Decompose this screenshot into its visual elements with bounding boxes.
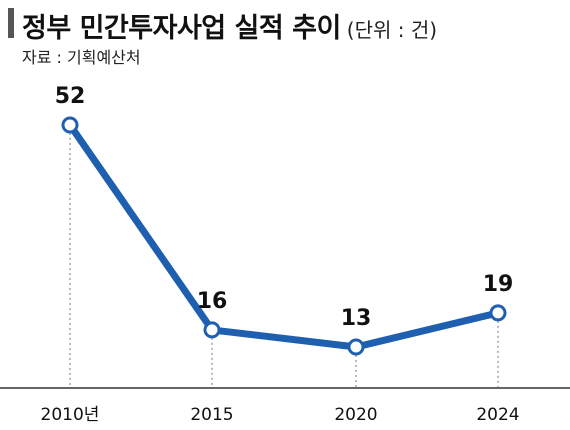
- unit-label: (단위 : 건): [346, 18, 438, 42]
- x-tick-label-2: 2020: [334, 405, 377, 425]
- title-block: 정부 민간투자사업 실적 추이 (단위 : 건): [22, 6, 437, 45]
- data-point-1: [203, 321, 221, 339]
- data-point-2: [347, 338, 365, 356]
- data-point-0: [61, 116, 79, 134]
- chart-title: 정부 민간투자사업 실적 추이: [22, 13, 341, 44]
- x-tick-label-1: 2015: [190, 405, 233, 425]
- title-accent-bar: [8, 8, 14, 38]
- data-label-2: 13: [341, 306, 372, 331]
- source-label: 자료 : 기획예산처: [22, 48, 141, 67]
- data-label-3: 19: [483, 272, 514, 297]
- data-label-1: 16: [197, 289, 228, 314]
- data-label-0: 52: [55, 84, 86, 109]
- x-tick-label-0: 2010년: [41, 405, 100, 425]
- x-tick-label-3: 2024: [476, 405, 519, 425]
- data-point-3: [489, 304, 507, 322]
- series-line: [66, 121, 502, 351]
